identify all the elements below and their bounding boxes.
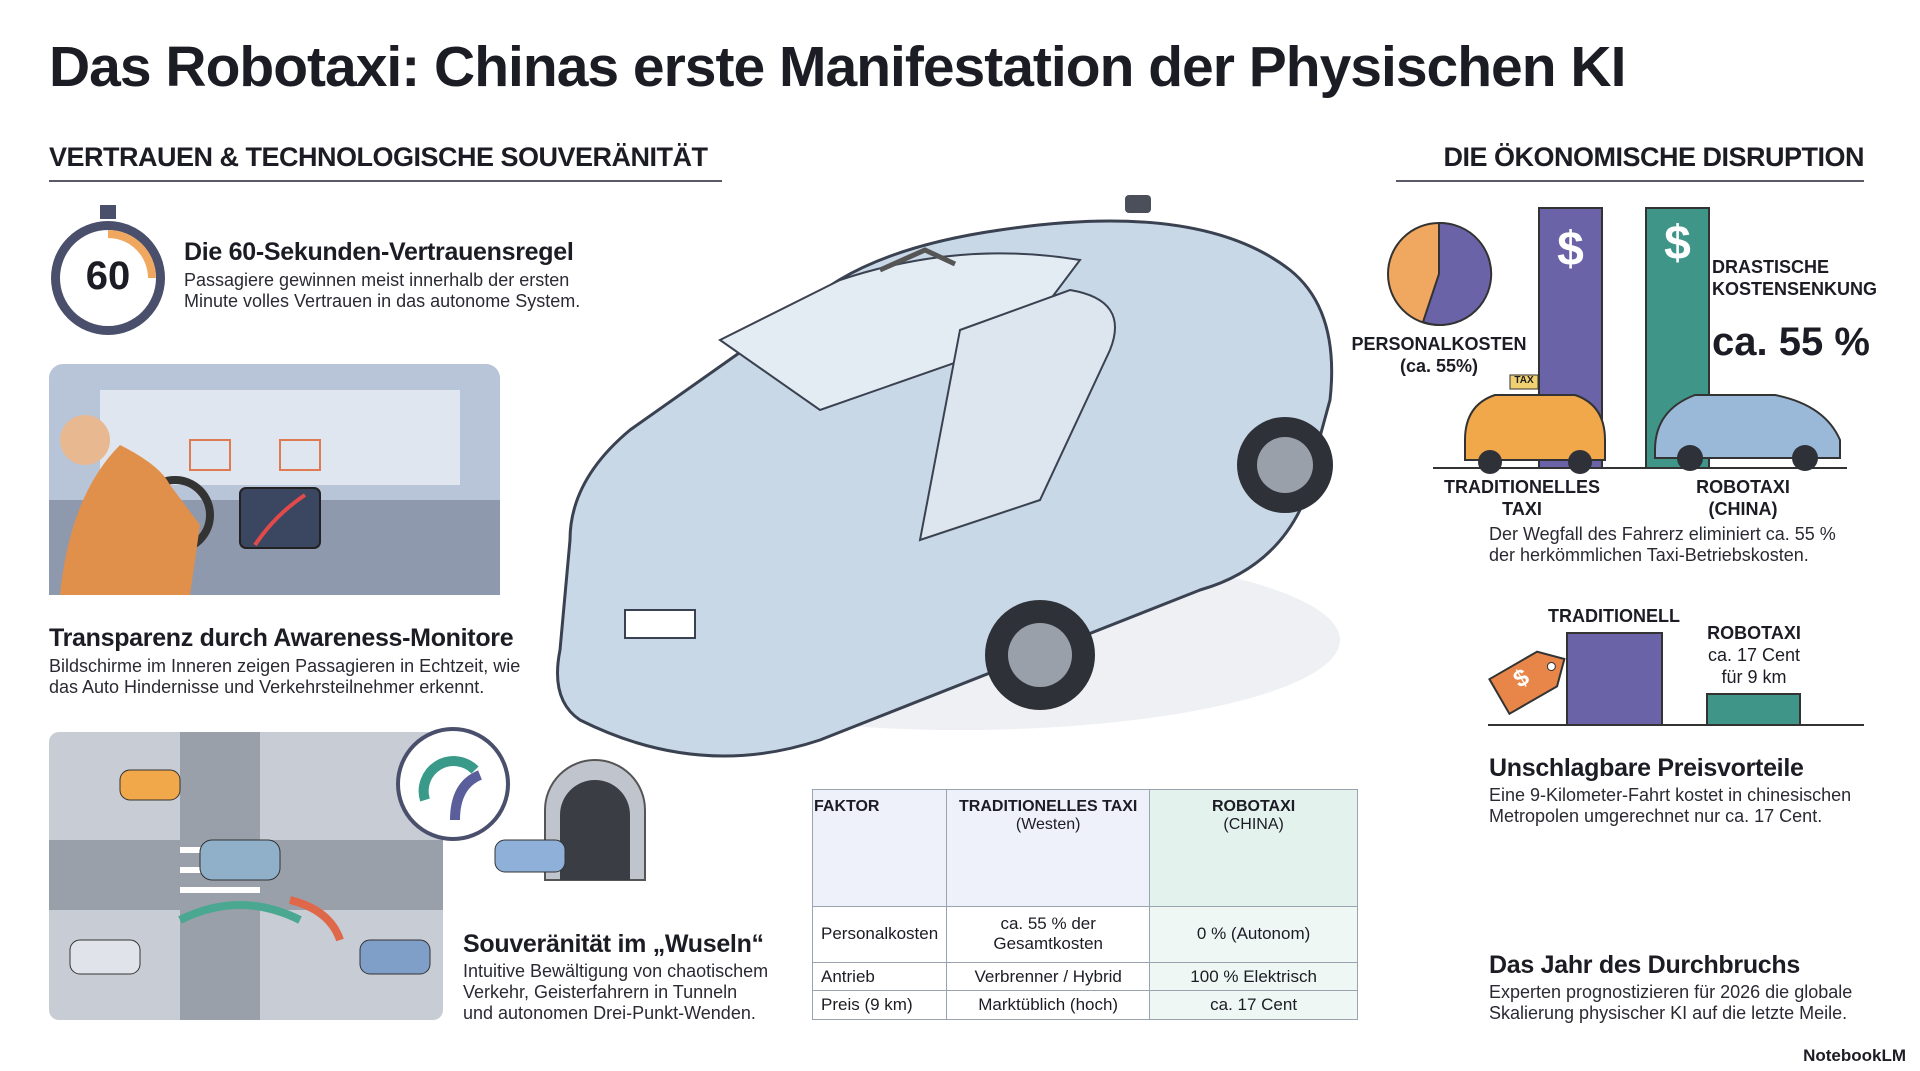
heading-rule: [1396, 180, 1864, 182]
line: (CHINA): [1708, 499, 1778, 519]
item-text: Intuitive Bewältigung von chaotischem Ver…: [463, 961, 768, 1024]
line: TAXI: [1502, 499, 1542, 519]
cell: Personalkosten: [811, 906, 948, 963]
dashboard-illustration: [49, 364, 500, 595]
line: Eine 9-Kilometer-Fahrt kostet in chinesi…: [1489, 785, 1852, 805]
dollar-symbol: $: [1664, 217, 1691, 270]
cell: 0 % (Autonom): [1149, 906, 1358, 963]
table-header: TRADITIONELLES TAXI (Westen): [946, 789, 1151, 907]
intersection-illustration: [49, 732, 443, 1020]
cell: Antrieb: [811, 961, 948, 992]
dollar-symbol: $: [1557, 223, 1584, 276]
table-header: ROBOTAXI (CHINA): [1149, 789, 1358, 907]
line: TRADITIONELLES: [1444, 477, 1600, 497]
line: Intuitive Bewältigung von chaotischem: [463, 961, 769, 981]
cell: ca. 17 Cent: [1149, 990, 1358, 1020]
cell: Marktüblich (hoch): [946, 990, 1151, 1020]
taxi-icon: [1464, 374, 1606, 474]
taxi-sign: TAX: [1514, 375, 1534, 386]
cell: 100 % Elektrisch: [1149, 961, 1358, 992]
header-line: ROBOTAXI: [1211, 798, 1296, 815]
item-title: Unschlagbare Preisvorteile: [1489, 754, 1804, 782]
u-turn-icon: [396, 727, 510, 841]
note: Der Wegfall des Fahrerz eliminiert ca. 5…: [1489, 524, 1836, 566]
line: PERSONALKOSTEN: [1351, 334, 1527, 354]
line: Bildschirme im Inneren zeigen Passagiere…: [49, 656, 521, 676]
item-title: Das Jahr des Durchbruchs: [1489, 951, 1800, 979]
callout-value: ca. 55 %: [1712, 320, 1870, 364]
item-title: Souveränität im „Wuseln“: [463, 930, 764, 958]
cell: ca. 55 % der Gesamtkosten: [946, 906, 1151, 963]
header-line: FAKTOR: [814, 798, 880, 815]
price-label: ROBOTAXI ca. 17 Cent für 9 km: [1654, 622, 1854, 688]
line: Verkehr, Geisterfahrern in Tunneln: [463, 982, 738, 1002]
line: ROBOTAXI: [1696, 477, 1790, 497]
bar-label: ROBOTAXI (CHINA): [1643, 476, 1843, 520]
item-text: Experten prognostizieren für 2026 die gl…: [1489, 982, 1852, 1024]
line: ROBOTAXI: [1707, 623, 1801, 643]
line: Passagiere gewinnen meist innerhalb der …: [184, 270, 570, 290]
price-label: TRADITIONELL: [1548, 606, 1680, 626]
line: Der Wegfall des Fahrerz eliminiert ca. 5…: [1489, 524, 1836, 544]
line: Experten prognostizieren für 2026 die gl…: [1489, 982, 1853, 1002]
robotaxi-illustration: [556, 195, 1340, 758]
cell: Verbrenner / Hybrid: [946, 961, 1151, 992]
price-tag-icon: [1488, 650, 1566, 716]
item-text: Bildschirme im Inneren zeigen Passagiere…: [49, 656, 520, 698]
section-heading: VERTRAUEN & TECHNOLOGISCHE SOUVERÄNITÄT: [49, 142, 708, 172]
section-heading: DIE ÖKONOMISCHE DISRUPTION: [1443, 142, 1864, 172]
line: das Auto Hindernisse und Verkehrsteilneh…: [49, 677, 485, 697]
line: für 9 km: [1721, 667, 1787, 687]
personnel-cost-pie: [1387, 221, 1493, 326]
stopwatch-icon: [51, 205, 165, 335]
robotaxi-icon: [1654, 394, 1841, 471]
header-line: (CHINA): [1223, 816, 1284, 833]
line: Minute volles Vertrauen in das autonome …: [184, 291, 581, 311]
robotaxi-price-bar: [1706, 693, 1801, 726]
header-line: TRADITIONELLES TAXI: [959, 798, 1138, 815]
line: Metropolen umgerechnet nur ca. 17 Cent.: [1489, 806, 1823, 826]
pie-label: PERSONALKOSTEN (ca. 55%): [1339, 333, 1539, 377]
item-text: Passagiere gewinnen meist innerhalb der …: [184, 270, 580, 312]
comparison-table: FAKTOR TRADITIONELLES TAXI (Westen) ROBOT…: [811, 789, 1358, 1020]
header-line: (Westen): [1015, 816, 1081, 833]
item-title: Die 60-Sekunden-Vertrauensregel: [184, 238, 574, 266]
brand: NotebookLM: [1803, 1046, 1906, 1065]
callout: DRASTISCHE KOSTENSENKUNG: [1712, 256, 1877, 300]
line: und autonomen Drei-Punkt-Wenden.: [463, 1003, 756, 1023]
line: ca. 17 Cent: [1707, 645, 1801, 665]
item-title: Transparenz durch Awareness-Monitore: [49, 624, 514, 652]
item-text: Eine 9-Kilometer-Fahrt kostet in chinesi…: [1489, 785, 1851, 827]
tunnel-illustration: [494, 759, 646, 881]
line: (ca. 55%): [1399, 356, 1479, 376]
bar-label: TRADITIONELLES TAXI: [1422, 476, 1622, 520]
line: DRASTISCHE: [1712, 257, 1830, 277]
line: Skalierung physischer KI auf die letzte …: [1489, 1003, 1848, 1023]
heading-rule: [49, 180, 722, 182]
line: KOSTENSENKUNG: [1712, 279, 1878, 299]
line: der herkömmlichen Taxi-Betriebskosten.: [1489, 545, 1809, 565]
table-header: FAKTOR: [811, 789, 948, 907]
cell: Preis (9 km): [811, 990, 948, 1020]
title: Das Robotaxi: Chinas erste Manifestation…: [49, 35, 1626, 99]
traditional-price-bar: [1566, 632, 1663, 726]
stopwatch-label: 60: [85, 254, 131, 298]
